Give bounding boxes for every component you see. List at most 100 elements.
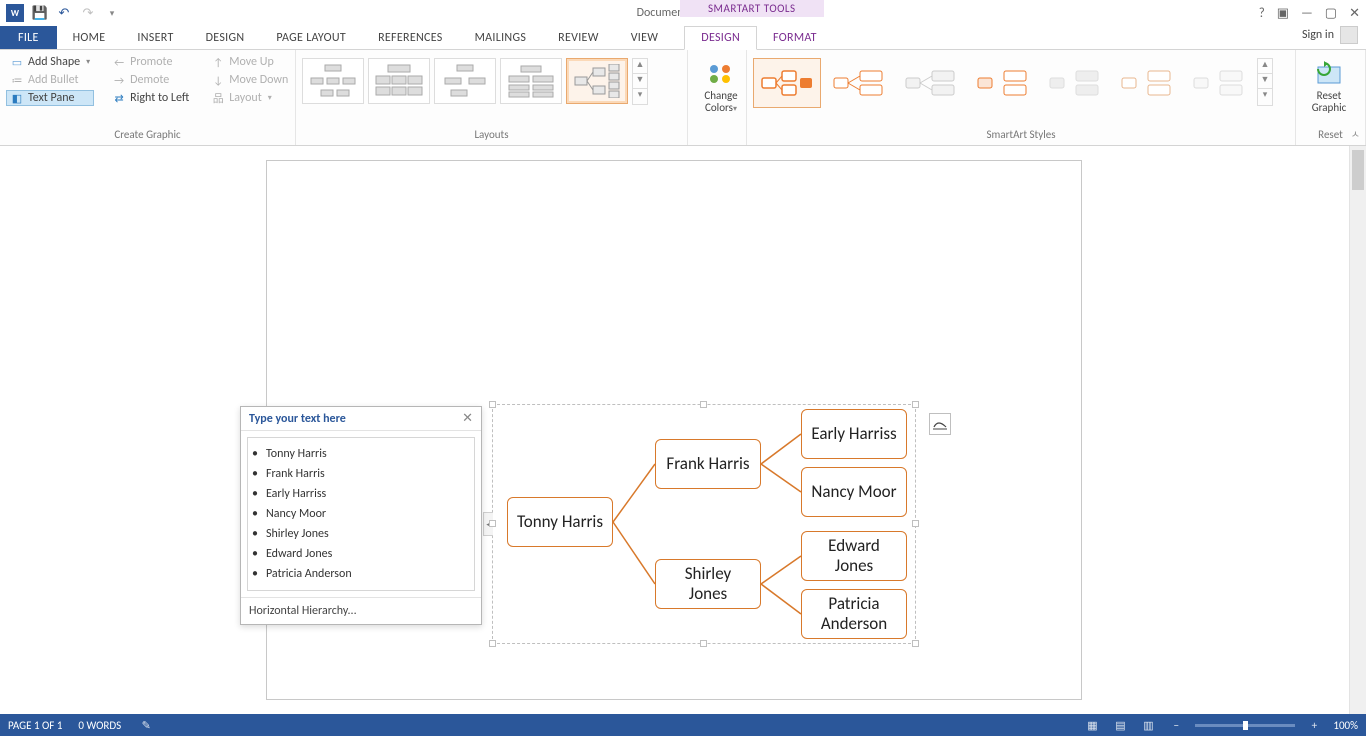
close-icon[interactable]: ✕ — [1349, 6, 1360, 21]
resize-handle[interactable] — [912, 640, 919, 647]
layout-options-icon[interactable] — [929, 413, 951, 435]
web-layout-icon[interactable]: ▥ — [1139, 717, 1157, 733]
read-mode-icon[interactable]: ▦ — [1083, 717, 1101, 733]
add-shape-button[interactable]: ▭Add Shape▾ — [6, 54, 94, 70]
styles-more-icon[interactable]: ▾ — [1258, 89, 1272, 104]
zoom-in-icon[interactable]: + — [1305, 717, 1323, 733]
rtl-icon: ⇄ — [112, 91, 126, 105]
layout-option-4[interactable] — [500, 58, 562, 104]
ribbon-tabs: FILE HOME INSERT DESIGN PAGE LAYOUT REFE… — [0, 26, 1366, 50]
style-option-6[interactable] — [1113, 58, 1181, 108]
tab-view[interactable]: VIEW — [615, 26, 675, 49]
smartart-node[interactable]: Frank Harris — [655, 439, 761, 489]
qat-dropdown-icon[interactable]: ▾ — [104, 5, 120, 21]
smartart-node[interactable]: Tonny Harris — [507, 497, 613, 547]
tab-page-layout[interactable]: PAGE LAYOUT — [260, 26, 362, 49]
zoom-slider-thumb[interactable] — [1243, 721, 1248, 730]
text-pane-body[interactable]: Tonny HarrisFrank HarrisEarly HarrissNan… — [247, 437, 475, 591]
zoom-level[interactable]: 100% — [1333, 719, 1358, 732]
text-pane-item[interactable]: Tonny Harris — [252, 444, 470, 464]
proofing-icon[interactable]: ✎ — [137, 717, 155, 733]
change-colors-button[interactable]: Change Colors▾ — [688, 50, 746, 145]
add-bullet-button[interactable]: ≔Add Bullet — [6, 72, 94, 88]
tab-insert[interactable]: INSERT — [121, 26, 189, 49]
quick-access-toolbar: W 💾 ↶ ↷ ▾ — [0, 4, 120, 22]
add-bullet-icon: ≔ — [10, 73, 24, 87]
styles-scroll-down-icon[interactable]: ▼ — [1258, 74, 1272, 89]
tab-review[interactable]: REVIEW — [542, 26, 615, 49]
tab-references[interactable]: REFERENCES — [362, 26, 459, 49]
resize-handle[interactable] — [489, 520, 496, 527]
group-layouts: ▲ ▼ ▾ Layouts — [296, 50, 688, 145]
collapse-ribbon-icon[interactable]: ㅅ — [1351, 126, 1360, 141]
promote-button[interactable]: ←Promote — [108, 54, 193, 70]
text-pane-footer[interactable]: Horizontal Hierarchy... — [241, 597, 481, 624]
layout-option-1[interactable] — [302, 58, 364, 104]
document-area: Type your text here ✕ Tonny HarrisFrank … — [0, 146, 1366, 714]
save-icon[interactable]: 💾 — [32, 5, 48, 21]
minimize-icon[interactable]: — — [1301, 6, 1313, 21]
maximize-icon[interactable]: ▢ — [1325, 6, 1337, 21]
demote-button[interactable]: →Demote — [108, 72, 193, 88]
smartart-node[interactable]: Early Harriss — [801, 409, 907, 459]
resize-handle[interactable] — [700, 640, 707, 647]
zoom-slider[interactable] — [1195, 724, 1295, 727]
help-icon[interactable]: ? — [1259, 6, 1265, 21]
text-pane-close-icon[interactable]: ✕ — [462, 411, 473, 426]
smartart-node[interactable]: Patricia Anderson — [801, 589, 907, 639]
tab-smartart-design[interactable]: DESIGN — [684, 26, 757, 50]
tab-mailings[interactable]: MAILINGS — [459, 26, 543, 49]
layout-option-2[interactable] — [368, 58, 430, 104]
status-page[interactable]: PAGE 1 OF 1 — [8, 719, 62, 732]
smartart-node[interactable]: Nancy Moor — [801, 467, 907, 517]
resize-handle[interactable] — [912, 520, 919, 527]
text-pane-item[interactable]: Nancy Moor — [252, 504, 470, 524]
sign-in[interactable]: Sign in — [1302, 26, 1358, 44]
style-option-2[interactable] — [825, 58, 893, 108]
text-pane-item[interactable]: Patricia Anderson — [252, 564, 470, 584]
gallery-scroll-down-icon[interactable]: ▼ — [633, 74, 647, 89]
status-words[interactable]: 0 WORDS — [78, 719, 121, 732]
gallery-scroll-up-icon[interactable]: ▲ — [633, 59, 647, 74]
styles-scroll-up-icon[interactable]: ▲ — [1258, 59, 1272, 74]
tab-file[interactable]: FILE — [0, 26, 57, 49]
move-down-button[interactable]: ↓Move Down — [207, 72, 292, 88]
smartart-frame[interactable]: ◂ Tonny HarrisFrank HarrisShirley JonesE… — [492, 404, 916, 644]
vertical-scrollbar[interactable] — [1349, 146, 1366, 714]
style-option-7[interactable] — [1185, 58, 1253, 108]
ribbon-display-icon[interactable]: ▣ — [1277, 6, 1289, 21]
layout-option-5-selected[interactable] — [566, 58, 628, 104]
tab-design-main[interactable]: DESIGN — [190, 26, 261, 49]
tab-smartart-format[interactable]: FORMAT — [757, 26, 833, 49]
style-option-4[interactable] — [969, 58, 1037, 108]
text-pane-title: Type your text here — [249, 412, 346, 426]
reset-graphic-button[interactable]: Reset Graphic — [1302, 54, 1356, 114]
text-pane-button[interactable]: ◧Text Pane — [6, 90, 94, 106]
layout-button[interactable]: 品Layout▾ — [207, 90, 292, 106]
text-pane-item[interactable]: Edward Jones — [252, 544, 470, 564]
layout-icon: 品 — [211, 91, 225, 105]
zoom-out-icon[interactable]: − — [1167, 717, 1185, 733]
reset-graphic-label: Reset Graphic — [1302, 90, 1356, 114]
smartart-node[interactable]: Shirley Jones — [655, 559, 761, 609]
tab-home[interactable]: HOME — [57, 26, 122, 49]
resize-handle[interactable] — [700, 401, 707, 408]
move-up-button[interactable]: ↑Move Up — [207, 54, 292, 70]
smartart-node[interactable]: Edward Jones — [801, 531, 907, 581]
resize-handle[interactable] — [489, 401, 496, 408]
undo-icon[interactable]: ↶ — [56, 5, 72, 21]
text-pane-item[interactable]: Shirley Jones — [252, 524, 470, 544]
resize-handle[interactable] — [489, 640, 496, 647]
style-option-1-selected[interactable] — [753, 58, 821, 108]
scrollbar-thumb[interactable] — [1352, 150, 1364, 190]
right-to-left-button[interactable]: ⇄Right to Left — [108, 90, 193, 106]
gallery-more-icon[interactable]: ▾ — [633, 89, 647, 104]
redo-icon[interactable]: ↷ — [80, 5, 96, 21]
resize-handle[interactable] — [912, 401, 919, 408]
style-option-5[interactable] — [1041, 58, 1109, 108]
style-option-3[interactable] — [897, 58, 965, 108]
layout-option-3[interactable] — [434, 58, 496, 104]
print-layout-icon[interactable]: ▤ — [1111, 717, 1129, 733]
text-pane-item[interactable]: Frank Harris — [252, 464, 470, 484]
text-pane-item[interactable]: Early Harriss — [252, 484, 470, 504]
